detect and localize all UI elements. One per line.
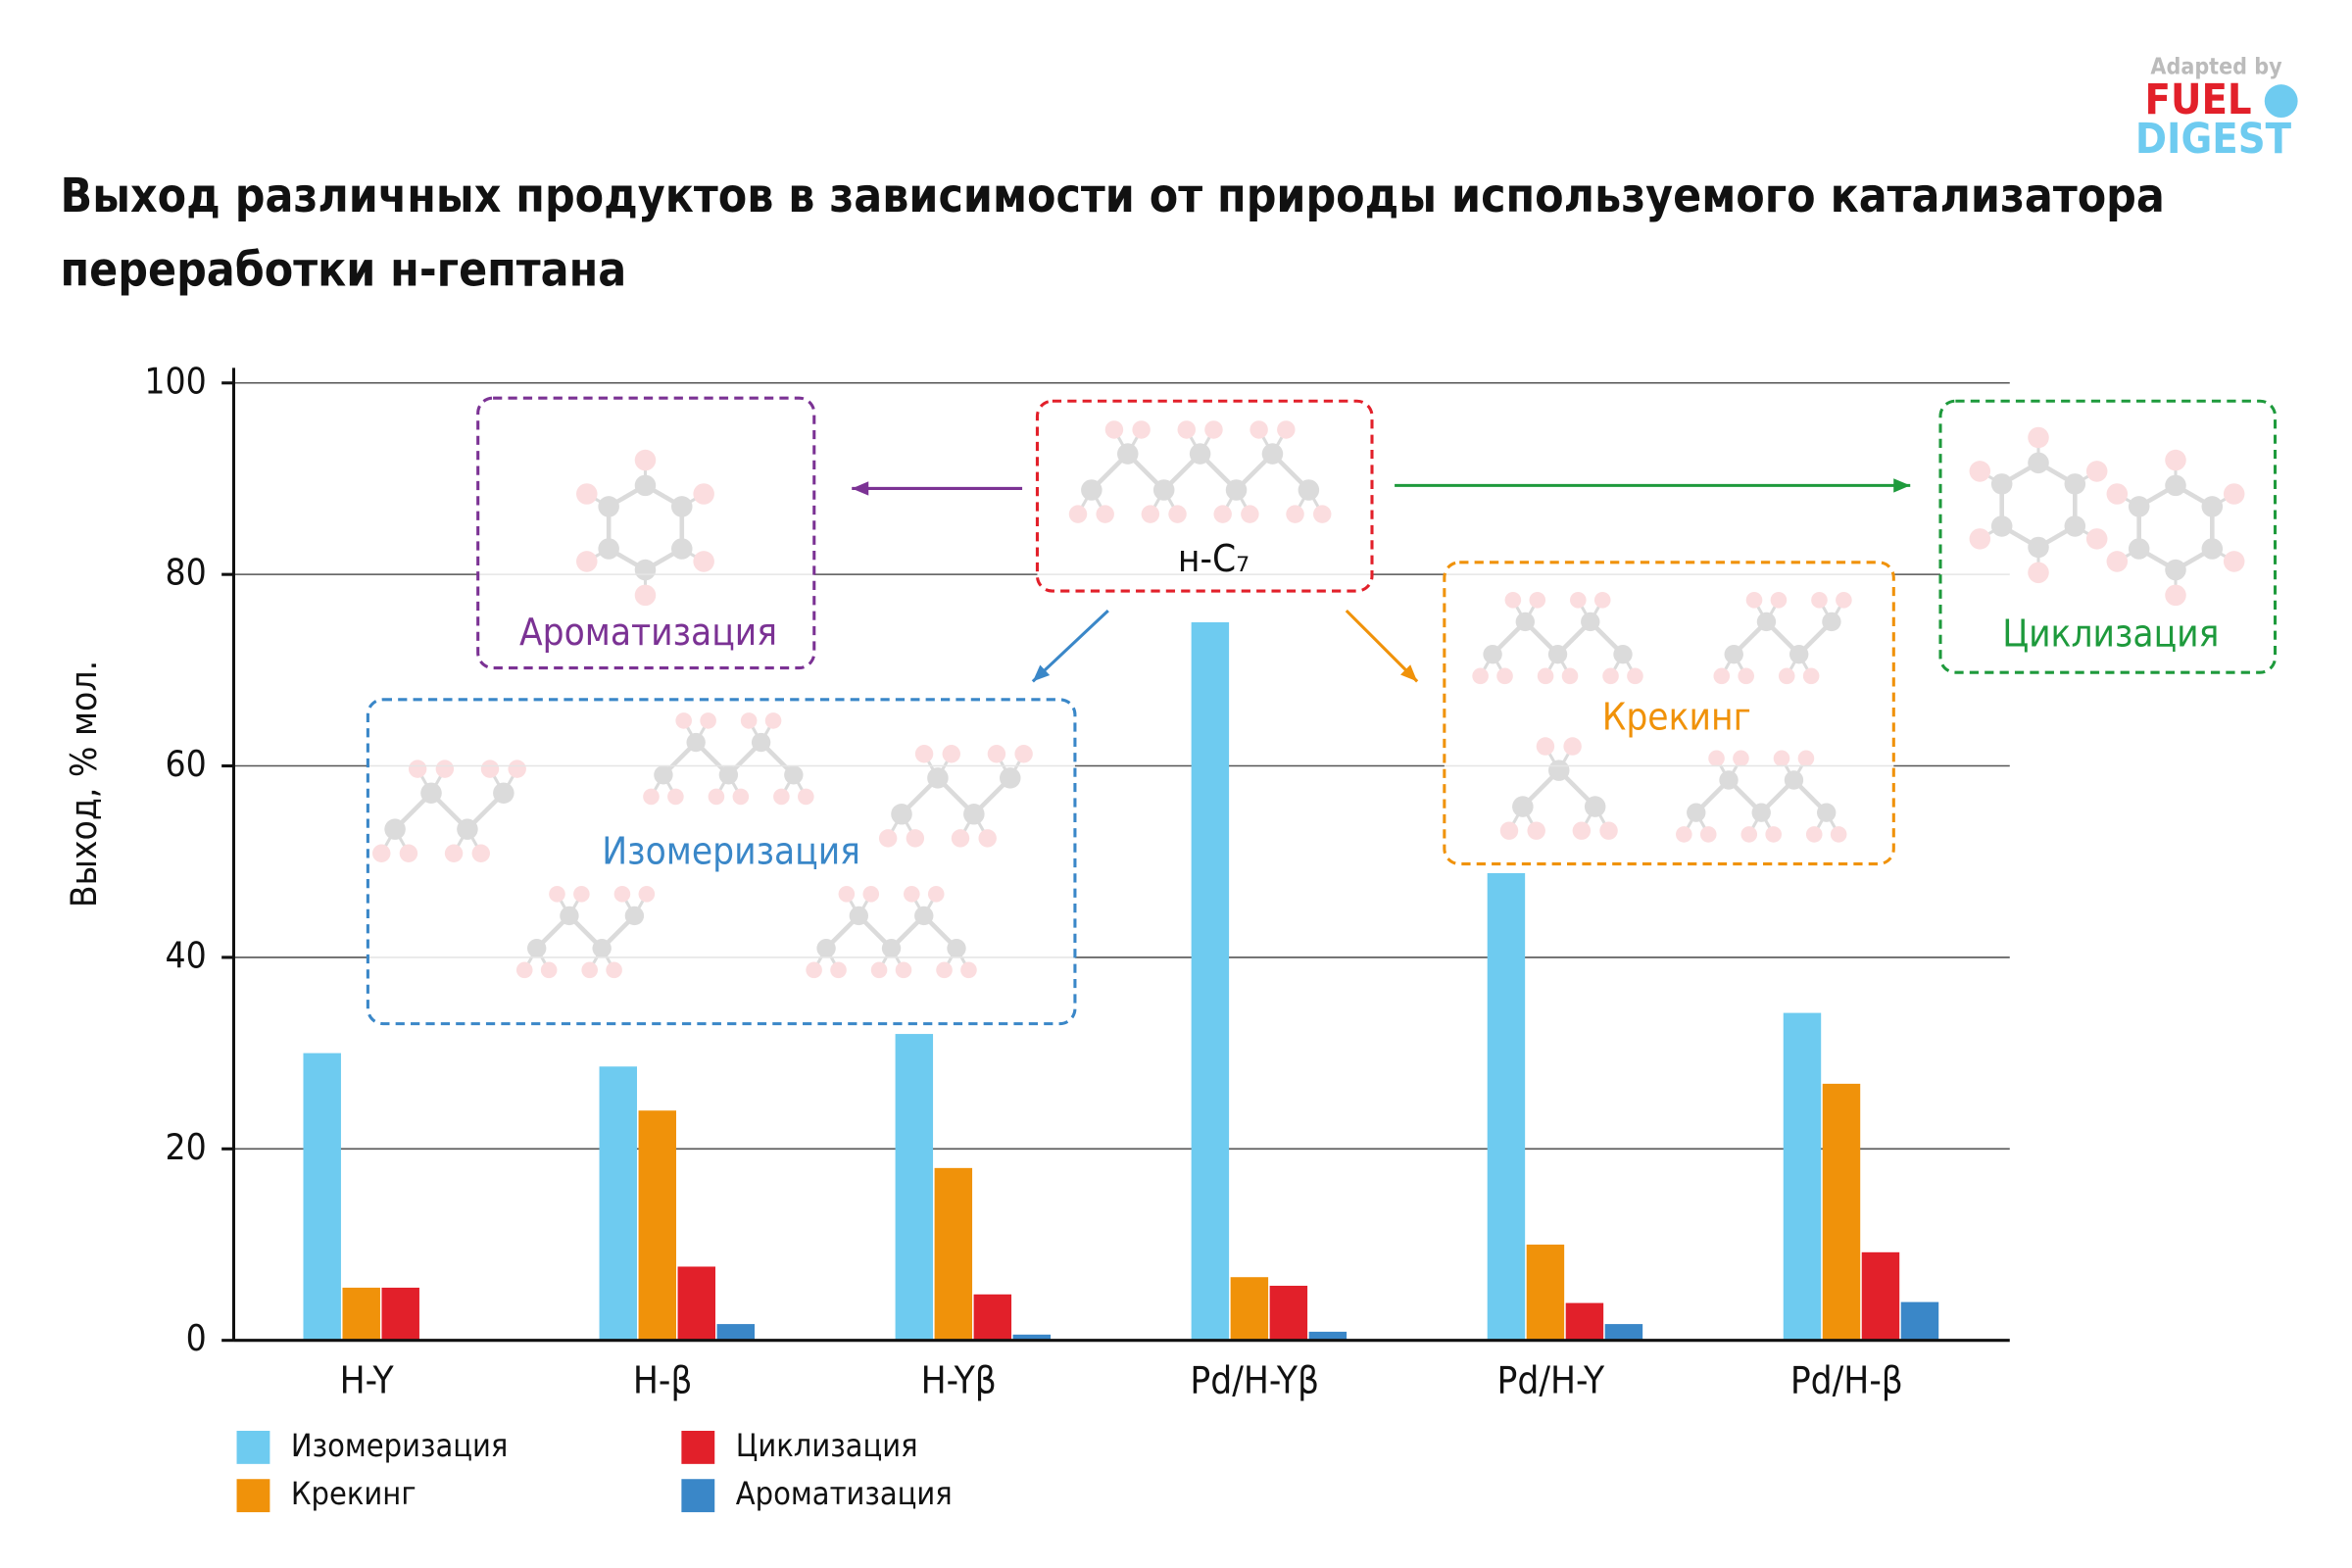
bar [599,1066,637,1341]
bar [1308,1331,1348,1341]
y-tick-label: 100 [144,360,206,402]
legend-label: Изомеризация [291,1427,508,1464]
logo-text: Adapted by [2150,55,2282,80]
logo-text: FUEL [2145,75,2252,124]
annotation-label: Циклизация [2002,612,2219,657]
chart-title: переработки н-гептана [61,243,627,297]
annotation-box [1938,399,2278,674]
annotation-label: Крекинг [1602,695,1751,739]
annotation-label: н-C₇ [1178,537,1250,581]
y-axis-label: Выход, % мол. [63,661,105,907]
bar [1526,1245,1565,1341]
bar [1822,1083,1861,1341]
arrow-head [1032,664,1051,682]
y-tick-label: 80 [166,552,207,594]
bar [638,1110,676,1341]
bar [1604,1324,1643,1341]
legend-swatch [681,1479,715,1513]
annotation-label: Ароматизация [519,611,777,655]
legend-swatch [236,1431,270,1464]
y-tick-label: 40 [166,934,207,976]
annotation-box [366,698,1077,1026]
bar [1191,622,1230,1341]
bar [303,1053,341,1341]
bar [1230,1277,1269,1341]
x-tick-label: H-β [633,1358,693,1402]
bar [934,1167,973,1341]
annotation-box [476,396,816,670]
bar [895,1034,934,1341]
y-tick-label: 0 [186,1317,207,1359]
arrow [1345,609,1419,683]
logo-icon [2264,84,2298,118]
bar [1487,872,1526,1341]
bar [677,1266,715,1341]
arrow-head [852,481,869,496]
x-tick-label: Pd/H-Yβ [1190,1358,1319,1402]
legend-label: Крекинг [291,1475,416,1512]
bar [1783,1012,1822,1341]
x-tick-label: H-Y [340,1358,395,1402]
x-tick-label: H-Yβ [921,1358,997,1402]
bar [1861,1251,1900,1341]
y-tick-label: 60 [166,743,207,785]
bar [716,1324,755,1341]
x-tick-label: Pd/H-β [1790,1358,1903,1402]
annotation-label: Изомеризация [602,829,860,873]
bar [1269,1286,1308,1341]
annotation-box [1035,399,1374,593]
x-tick-label: Pd/H-Y [1497,1358,1605,1402]
legend-label: Ароматизация [736,1475,953,1512]
arrow [1031,609,1109,683]
bar [381,1287,419,1341]
logo-text: DIGEST [2135,115,2292,164]
legend-swatch [236,1479,270,1513]
bar [1565,1302,1604,1341]
arrow-head [1893,478,1911,493]
arrow-head [1400,664,1418,682]
bar [1012,1334,1052,1341]
annotation-box [1443,561,1895,866]
bar [1900,1301,1939,1341]
chart-title: Выход различных продуктов в зависимости … [61,170,2165,223]
legend-label: Циклизация [736,1427,918,1464]
legend-swatch [681,1431,715,1464]
y-tick-label: 20 [166,1126,207,1168]
bar [973,1294,1012,1341]
bar [342,1287,380,1341]
